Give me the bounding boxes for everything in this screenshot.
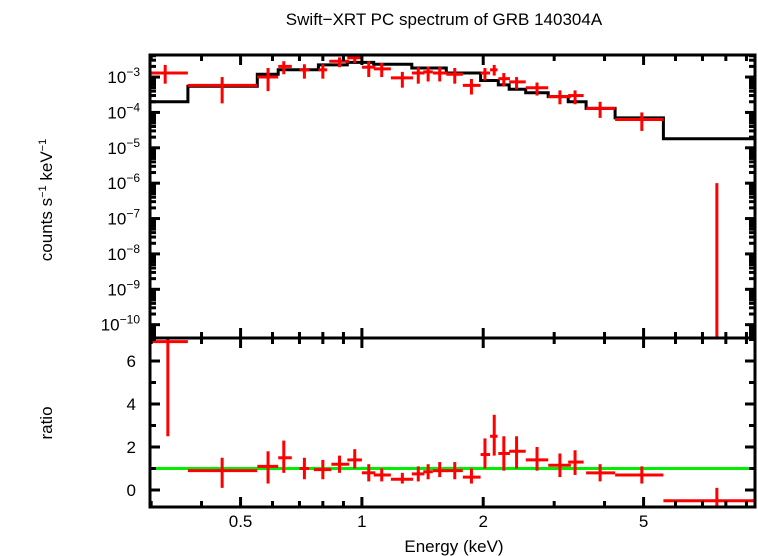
ratio-data-point (462, 468, 481, 484)
ratio-data-point (509, 436, 526, 469)
ratio-data-point (331, 455, 350, 473)
spectrum-y-axis-label: counts s−1 keV−1 (37, 139, 56, 261)
ratio-y-tick-label: 0 (127, 481, 136, 500)
spectrum-data-points (150, 55, 719, 338)
chart-title: Swift−XRT PC spectrum of GRB 140304A (286, 10, 603, 29)
spectrum-data-point (525, 82, 549, 96)
spectrum-data-point (187, 77, 258, 104)
spectrum-data-point (462, 79, 481, 95)
spectrum-data-point (568, 90, 584, 105)
ratio-data-point (490, 414, 498, 456)
spectrum-y-tick-labels: 10−3 10−4 10−5 10−6 10−7 10−8 10−9 10−10 (101, 65, 141, 335)
spectrum-data-point (548, 90, 571, 105)
ratio-data-point (187, 457, 258, 488)
ratio-data-point (568, 450, 584, 475)
ratio-data-point (411, 466, 425, 482)
ratio-data-point (615, 466, 664, 484)
ratio-data-point (432, 462, 448, 478)
ratio-data-point (548, 453, 571, 478)
model-step-path (150, 60, 755, 141)
ratio-y-tick-label: 4 (127, 395, 136, 414)
ratio-data-point (257, 451, 279, 484)
spectrum-data-point (498, 73, 510, 87)
ratio-data-point (480, 438, 491, 469)
ratio-data-point (361, 464, 376, 482)
y-tick-label: 10−6 (107, 171, 140, 193)
y-tick-label: 10−5 (107, 136, 140, 158)
spectrum-data-point (423, 66, 433, 82)
ratio-data-point (373, 468, 391, 482)
x-tick-label: 0.5 (229, 512, 253, 531)
y-tick-label: 10−4 (107, 100, 140, 122)
y-tick-label: 10−9 (107, 277, 140, 299)
spectrum-data-point (446, 68, 463, 84)
spectrum-data-point (373, 62, 391, 78)
spectrum-data-point (278, 61, 292, 75)
spectrum-axis-ticks (149, 54, 755, 338)
x-tick-label: 2 (478, 512, 487, 531)
spectrum-data-point (615, 112, 664, 131)
ratio-frame (148, 336, 757, 509)
spectrum-data-point (432, 67, 448, 82)
ratio-data-point (150, 338, 188, 437)
ratio-data-point (446, 462, 463, 480)
spectrum-data-point (480, 68, 491, 81)
ratio-data-point (586, 464, 616, 482)
ratio-y-tick-label: 6 (127, 352, 136, 371)
ratio-data-point (278, 440, 292, 473)
ratio-data-points (150, 338, 755, 507)
ratio-y-tick-labels: 0 2 4 6 (127, 352, 136, 500)
spectrum-data-point (150, 64, 188, 84)
y-tick-label: 10−3 (107, 65, 140, 87)
x-tick-label: 1 (357, 512, 366, 531)
spectrum-panel: 10−3 10−4 10−5 10−6 10−7 10−8 10−9 10−10 counts… (37, 53, 757, 340)
spectrum-data-point (509, 77, 526, 90)
spectrum-data-point (257, 68, 279, 92)
ratio-data-point (663, 487, 755, 507)
y-tick-label: 10−7 (107, 207, 140, 229)
ratio-data-point (299, 457, 310, 480)
x-tick-labels: 0.5 1 2 5 (229, 512, 649, 531)
x-axis-label: Energy (keV) (404, 537, 503, 556)
ratio-data-point (423, 464, 433, 480)
spectrum-data-point (586, 101, 616, 118)
spectrum-data-point (411, 67, 425, 84)
y-tick-label: 10−10 (101, 313, 141, 335)
ratio-data-point (525, 447, 549, 471)
ratio-y-tick-label: 2 (127, 438, 136, 457)
spectrum-data-point (390, 71, 414, 88)
model-step-line (150, 60, 755, 141)
spectrum-data-point (299, 64, 310, 79)
ratio-axis-ticks (149, 338, 755, 507)
spectrum-data-point (490, 64, 498, 76)
x-tick-label: 5 (639, 512, 648, 531)
spectrum-data-point (318, 64, 328, 79)
spectrum-data-point (361, 61, 376, 78)
ratio-panel: 0 2 4 6 0.5 1 2 5 ratio Energy (keV) (37, 336, 757, 556)
ratio-y-axis-label: ratio (37, 406, 56, 439)
ratio-data-point (347, 449, 362, 469)
spectrum-frame (148, 53, 757, 340)
ratio-data-point (390, 472, 414, 484)
spectrum-data-point (329, 57, 350, 68)
ratio-data-point (498, 436, 510, 471)
ratio-data-point (313, 459, 332, 480)
y-tick-label: 10−8 (107, 242, 140, 264)
